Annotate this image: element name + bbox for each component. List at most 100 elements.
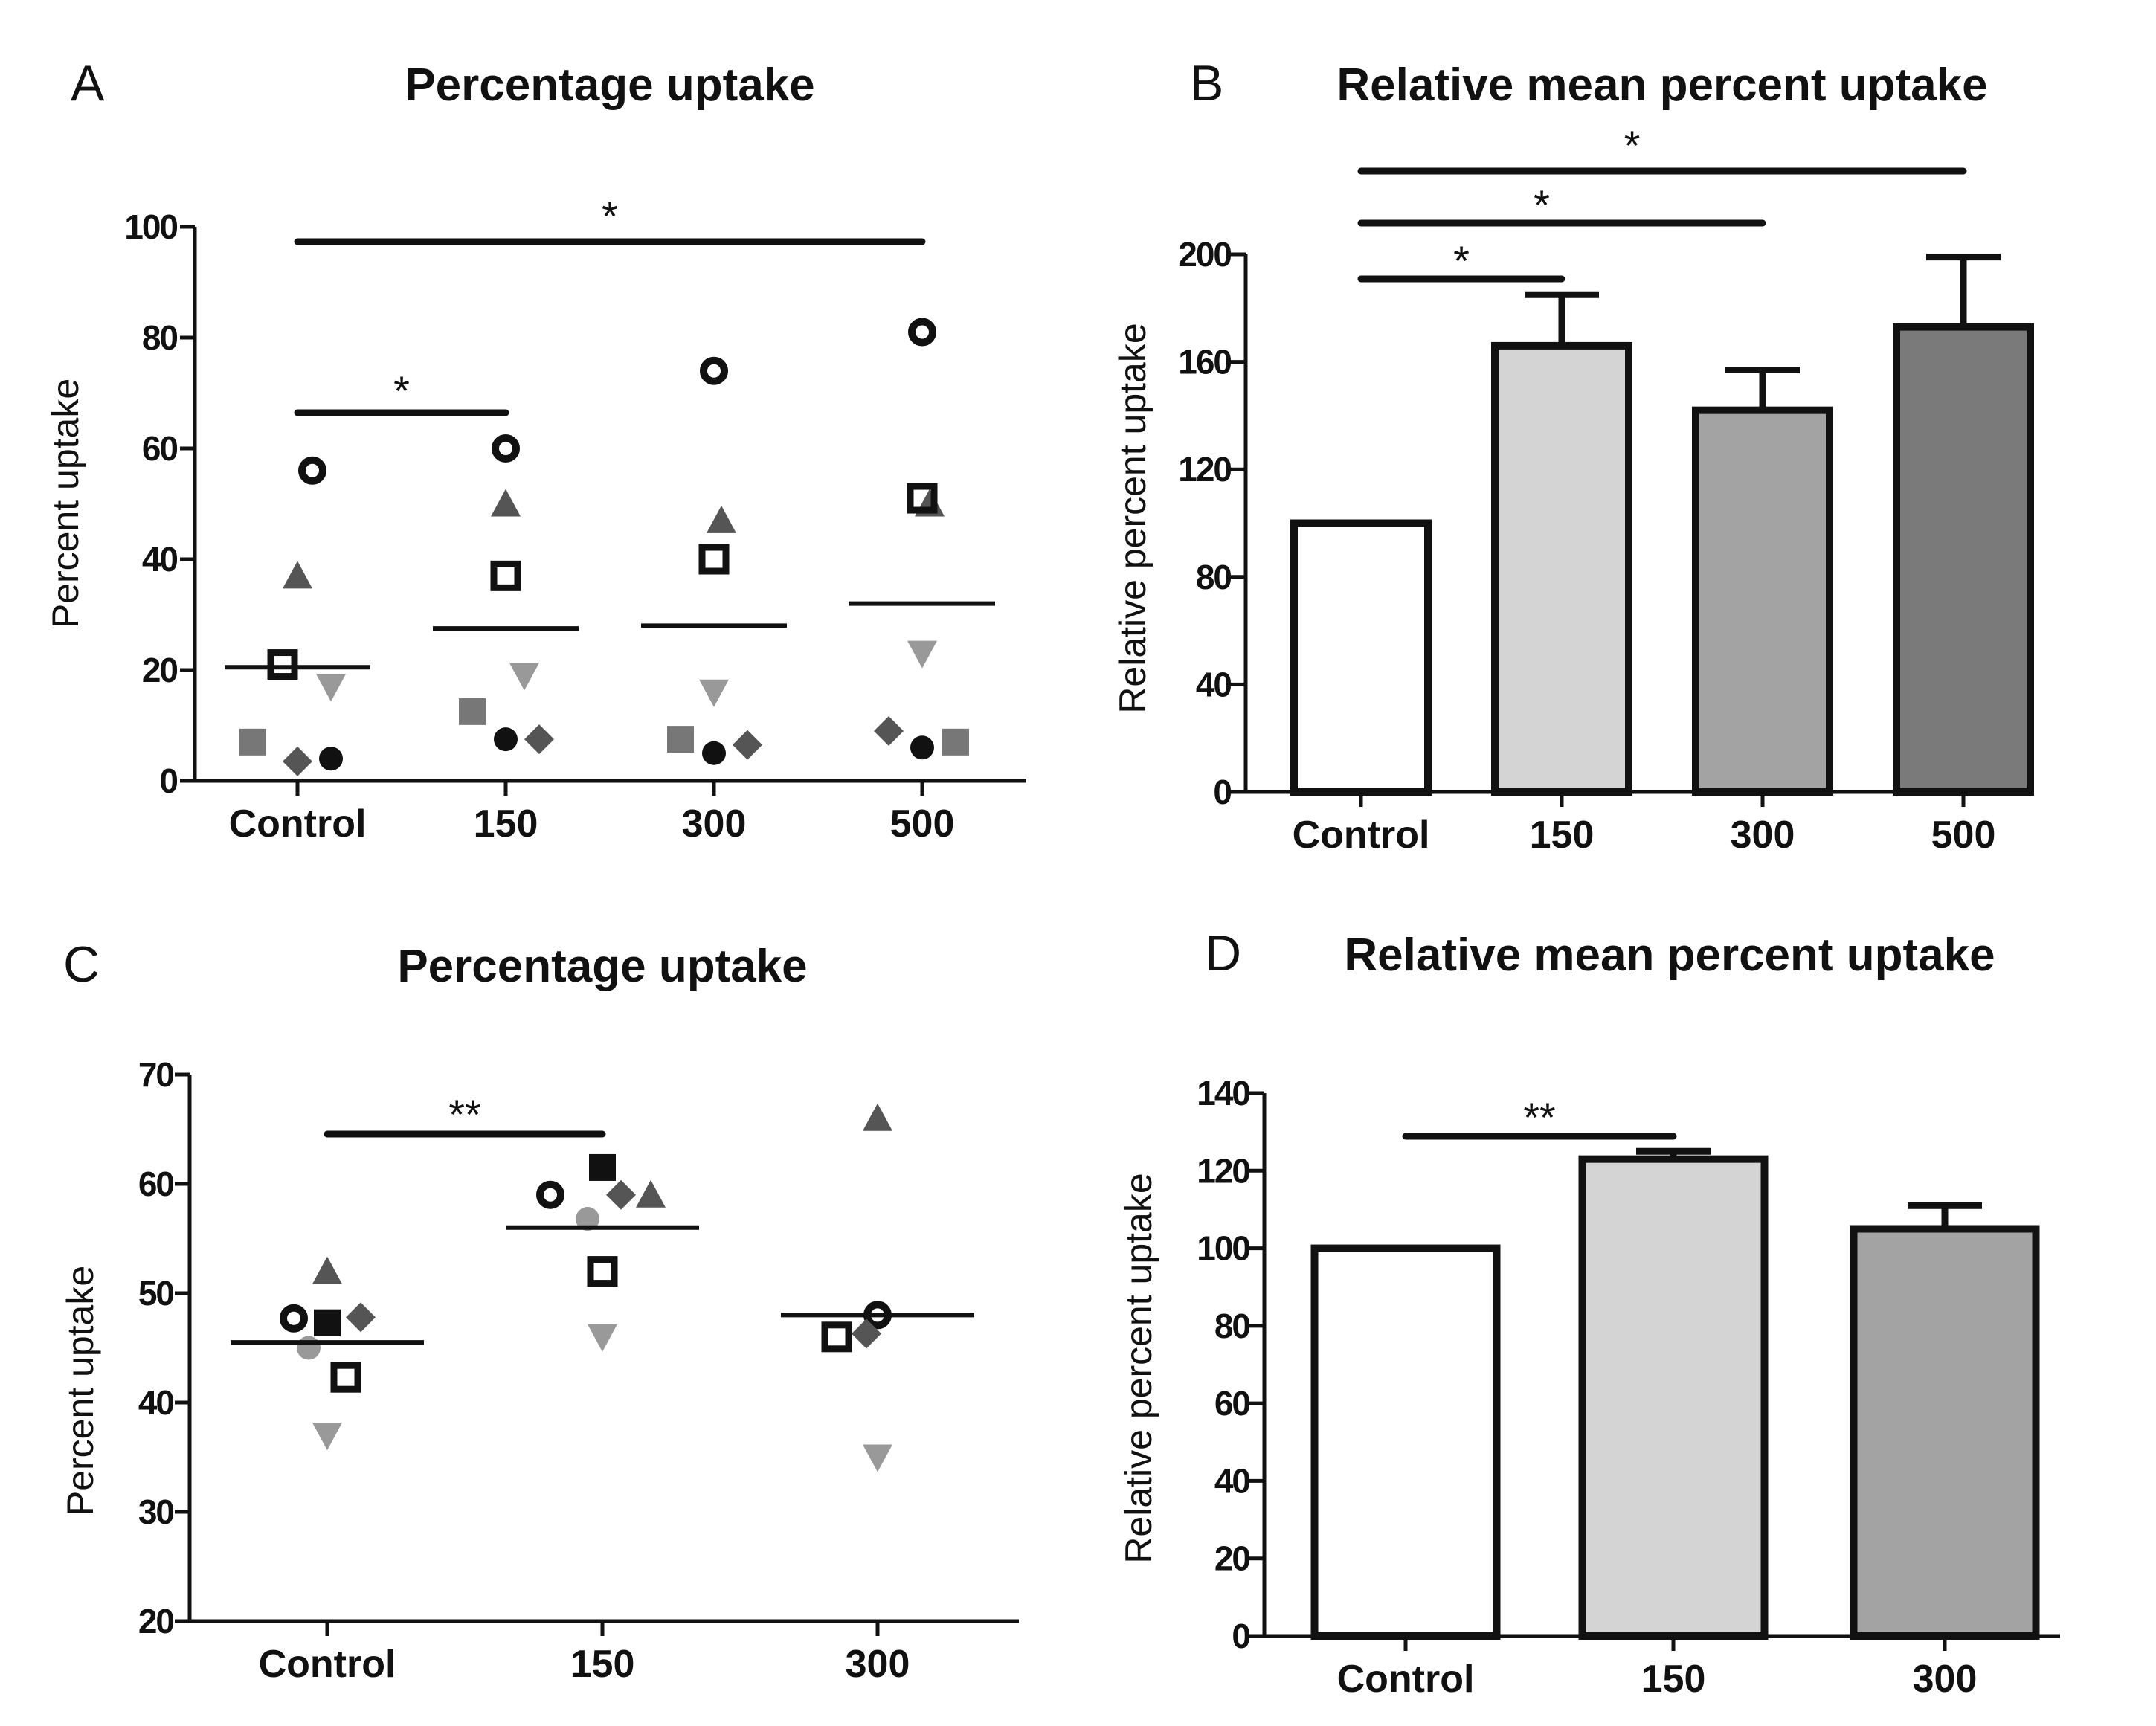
panel-label: A (71, 55, 105, 112)
significance-label: * (393, 367, 410, 414)
significance-label: * (1534, 181, 1550, 228)
panel-d: D Relative mean percent uptake Relative pe… (1118, 925, 2060, 1701)
data-point-diamond (346, 1302, 376, 1333)
data-point-diamond (874, 715, 904, 746)
panel-b: B Relative mean percent uptake Relative pe… (1112, 55, 2034, 857)
panel-label: C (63, 936, 100, 993)
data-point-gray-square (942, 728, 969, 756)
data-point-filled-circle (910, 735, 934, 760)
y-tick-label: 40 (142, 540, 178, 579)
significance-label: ** (1523, 1094, 1556, 1141)
data-point-open-square (821, 1321, 852, 1353)
data-point-filled-circle (702, 741, 726, 765)
y-tick-label: 60 (142, 429, 178, 468)
data-point-triangle-up (863, 1103, 892, 1131)
data-point-triangle-up (707, 505, 736, 533)
data-point-gray-circle (576, 1207, 599, 1231)
y-tick-label: 20 (138, 1602, 174, 1640)
y-axis-label: Relative percent uptake (1112, 323, 1153, 713)
y-axis-label: Percent uptake (59, 1266, 101, 1516)
data-point-gray-square (667, 726, 694, 753)
x-tick-label: 300 (846, 1643, 910, 1686)
x-tick-label: 300 (1913, 1658, 1978, 1701)
data-point-open-circle (298, 456, 326, 485)
chart-title: Percentage uptake (405, 59, 814, 111)
x-tick-label: Control (259, 1643, 396, 1686)
data-point-diamond (606, 1179, 636, 1210)
x-tick-label: 500 (890, 802, 955, 846)
y-tick-label: 200 (1178, 235, 1231, 274)
data-point-triangle-down (863, 1444, 892, 1472)
data-point-gray-square (459, 698, 486, 725)
y-tick-label: 120 (1197, 1151, 1249, 1190)
data-point-gray-circle (297, 1336, 321, 1360)
data-point-open-square (267, 649, 298, 680)
data-point-filled-circle (319, 747, 343, 771)
data-point-filled-circle (494, 727, 518, 752)
y-tick-label: 160 (1178, 343, 1231, 381)
y-tick-label: 80 (142, 318, 178, 357)
significance-label: ** (448, 1091, 481, 1138)
chart-title: Relative mean percent uptake (1336, 59, 1987, 111)
x-tick-label: 300 (682, 802, 747, 846)
data-point-diamond (852, 1318, 881, 1349)
y-tick-label: 80 (1196, 558, 1232, 596)
bar-control (1290, 519, 1432, 796)
data-point-triangle-down (509, 663, 539, 691)
y-tick-label: 40 (138, 1383, 174, 1422)
significance-label: * (1453, 237, 1470, 284)
y-tick-label: 20 (1214, 1539, 1250, 1578)
x-tick-label: 300 (1731, 814, 1795, 857)
data-point-open-circle (908, 318, 936, 347)
data-point-triangle-up (636, 1179, 666, 1208)
data-point-square (314, 1309, 341, 1336)
significance-label: * (602, 193, 618, 239)
data-point-open-circle (280, 1304, 308, 1333)
x-tick-label: Control (1337, 1658, 1475, 1701)
x-tick-label: Control (1293, 814, 1430, 857)
chart-title: Relative mean percent uptake (1344, 930, 1995, 981)
y-axis-label: Percent uptake (45, 379, 86, 628)
x-tick-label: 150 (1530, 814, 1595, 857)
y-tick-label: 0 (159, 761, 177, 800)
y-axis-label: Relative percent uptake (1118, 1173, 1159, 1563)
y-tick-label: 60 (1214, 1384, 1250, 1423)
panel-a: A Percentage uptake Percent uptake 0 20 40 60 8… (45, 55, 1026, 846)
data-point-triangle-down (699, 679, 729, 707)
panel-c: C Percentage uptake Percent uptake 20 30 40 50… (59, 936, 1019, 1686)
y-tick-label: 120 (1178, 450, 1231, 489)
data-point-open-circle (700, 356, 728, 385)
panel-label: D (1205, 925, 1241, 982)
bar-300 (1850, 1225, 2040, 1640)
bar-500 (1893, 323, 2034, 796)
data-point-triangle-down (316, 674, 346, 702)
x-tick-label: Control (229, 802, 367, 846)
data-point-triangle-up (491, 489, 521, 517)
data-point-open-square (490, 560, 521, 591)
data-point-open-circle (536, 1180, 564, 1209)
significance-label: * (1624, 122, 1641, 169)
y-tick-label: 60 (138, 1165, 174, 1203)
y-tick-label: 100 (1197, 1229, 1249, 1268)
y-tick-label: 140 (1197, 1074, 1249, 1112)
y-tick-label: 0 (1232, 1617, 1249, 1655)
y-tick-label: 40 (1196, 665, 1232, 703)
bar-300 (1692, 406, 1833, 796)
data-point-triangle-down (907, 640, 937, 669)
data-point-open-square (330, 1362, 361, 1393)
x-tick-label: 500 (1931, 814, 1996, 857)
y-tick-label: 20 (142, 651, 178, 689)
data-point-open-circle (492, 434, 520, 463)
y-tick-label: 70 (138, 1055, 174, 1094)
data-point-diamond (524, 724, 554, 755)
data-point-triangle-down (588, 1324, 617, 1352)
data-point-open-square (698, 544, 730, 575)
panel-label: B (1190, 55, 1223, 112)
x-tick-label: 150 (1641, 1658, 1706, 1701)
data-point-square (589, 1153, 616, 1181)
y-tick-label: 100 (124, 207, 177, 246)
data-point-diamond (283, 746, 312, 776)
y-tick-label: 50 (138, 1274, 174, 1313)
data-point-triangle-down (312, 1423, 342, 1451)
